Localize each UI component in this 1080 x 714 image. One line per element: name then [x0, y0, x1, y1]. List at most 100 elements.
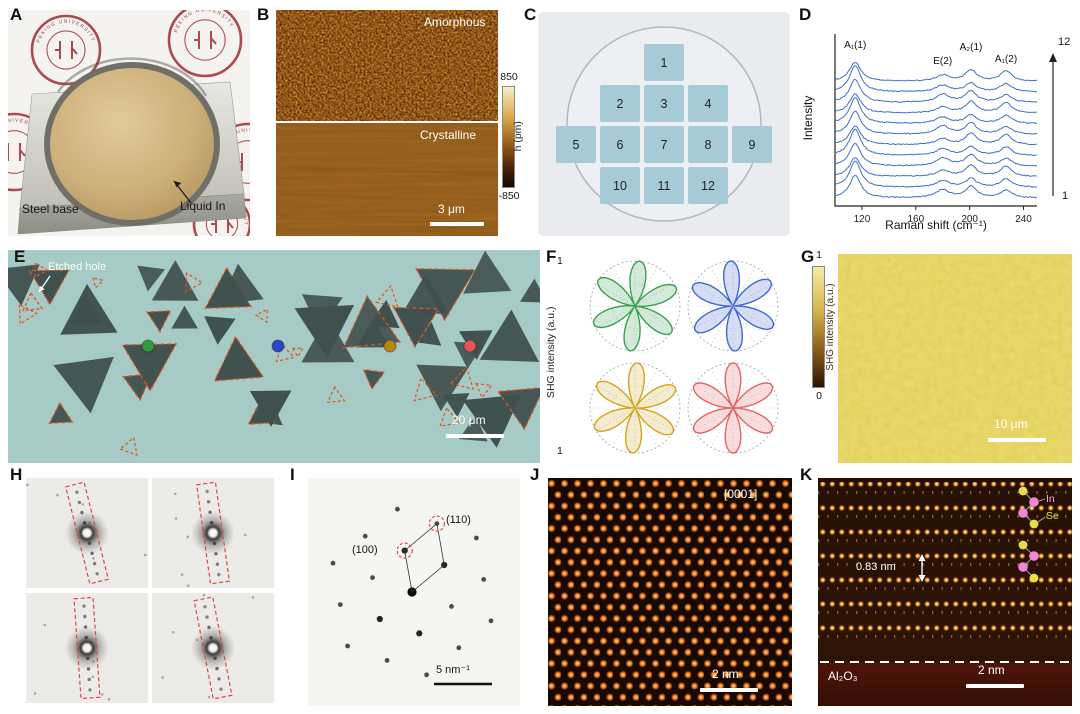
panel-label-c: C: [524, 5, 537, 24]
liquid-indium: [50, 68, 214, 220]
scale-bar-b-label: 3 μm: [438, 202, 465, 216]
scale-bar-b: [430, 222, 484, 226]
svg-text:E(2): E(2): [933, 56, 952, 67]
panel-label-f: F: [546, 247, 557, 266]
svg-text:A₂(1): A₂(1): [960, 42, 983, 53]
wafer-chip-12: 12: [688, 167, 728, 204]
cross-section-stem-image: [818, 478, 1072, 706]
wafer-chip-2: 2: [600, 85, 640, 122]
panel-label-d: D: [799, 5, 812, 24]
sapphire-substrate: [818, 662, 1072, 706]
wafer-chip-1: 1: [644, 44, 684, 81]
panel-label-g: G: [801, 247, 815, 266]
wafer-chip-6: 6: [600, 126, 640, 163]
diffraction-pattern-3: [26, 593, 148, 703]
crystalline-afm-image: [276, 123, 498, 236]
wafer-layout-diagram: 1 2 3 4 5 6 7 8 9 10 11 12: [538, 12, 790, 236]
svg-text:240: 240: [1015, 214, 1032, 225]
selenium-atom-label: Se: [1046, 510, 1059, 522]
steel-base-label: Steel base: [22, 202, 79, 216]
panel-b-afm-images: [276, 10, 498, 236]
zone-axis-label: [0001]: [724, 487, 758, 501]
indium-atom-label: In: [1046, 493, 1055, 505]
spot-blue: [271, 339, 285, 353]
polar-rose-blue: [691, 260, 775, 352]
polar-axis-label: SHG intensity (a.u.): [544, 306, 557, 399]
shg-colorbar-title: SHG intensity (a.u.): [825, 283, 836, 371]
svg-text:A₁(2): A₁(2): [995, 54, 1017, 65]
spectrum-index-bottom: 1: [1062, 190, 1069, 202]
svg-text:200: 200: [961, 214, 978, 225]
shg-colorbar: [812, 266, 825, 388]
diffraction-pattern-grid: [26, 478, 274, 703]
wafer-chip-10: 10: [600, 167, 640, 204]
panel-label-i: I: [290, 465, 295, 484]
optical-microscopy-image: [8, 250, 540, 463]
shg-colorbar-min: 0: [816, 390, 822, 402]
svg-text:120: 120: [854, 214, 871, 225]
in-atom: [1029, 497, 1039, 507]
scale-bar-j-label: 2 nm: [712, 667, 739, 681]
colorbar-title: h (pm): [511, 121, 524, 152]
panel-label-e: E: [14, 247, 26, 266]
scale-bar-e-label: 20 μm: [452, 413, 486, 427]
wafer-chip-3: 3: [644, 85, 684, 122]
wafer-chip-5: 5: [556, 126, 596, 163]
shg-mapping-image: [838, 254, 1072, 463]
panel-label-a: A: [10, 5, 23, 24]
inse-layers: [818, 482, 1072, 642]
polar-rose-red: [692, 362, 774, 454]
polar-rose-green: [592, 260, 678, 352]
svg-text:160: 160: [907, 214, 924, 225]
layer-spacing-arrow: [918, 554, 926, 582]
scale-bar-j: [700, 688, 758, 692]
atomic-lattice: [548, 478, 792, 706]
panel-label-b: B: [257, 5, 270, 24]
diffraction-pattern-1: [26, 478, 148, 588]
height-colorbar: [502, 86, 515, 188]
spot-100-label: (100): [352, 544, 378, 556]
colorbar-min-label: -850: [498, 190, 520, 202]
scale-bar-i-label: 5 nm⁻¹: [436, 664, 470, 676]
inse-structure-overlay: [1018, 486, 1046, 583]
svg-text:A₁(1): A₁(1): [844, 40, 866, 51]
panel-label-h: H: [10, 465, 23, 484]
raman-y-axis-label: Intensity: [801, 95, 815, 141]
shg-colorbar-max: 1: [816, 249, 822, 261]
panel-label-j: J: [530, 465, 540, 484]
scale-bar-e: [446, 434, 504, 438]
polar-rose-yellow: [593, 362, 677, 454]
diffraction-pattern-2: [152, 478, 274, 588]
scale-bar-k-label: 2 nm: [978, 663, 1005, 677]
wafer-chip-4: 4: [688, 85, 728, 122]
raman-spectra-plot: 120 160 200 240 A₁(1) E(2) A₂(1) A₁(2): [834, 34, 1057, 225]
shg-polar-plots: [589, 260, 779, 454]
wafer-chip-9: 9: [732, 126, 772, 163]
electron-diffraction-image: [308, 478, 520, 706]
amorphous-label: Amorphous: [424, 15, 486, 29]
liquid-in-label: Liquid In: [180, 199, 226, 213]
raman-x-axis-label: Raman shift (cm⁻¹): [885, 218, 987, 232]
se-atom: [1018, 486, 1028, 496]
spot-green: [141, 339, 155, 353]
spot-110-label: (110): [446, 514, 471, 526]
panel-label-k: K: [800, 465, 813, 484]
etched-hole-label: Etched hole: [48, 261, 107, 273]
spectrum-index-top: 12: [1058, 36, 1071, 48]
layer-spacing-label: 0.83 nm: [856, 561, 896, 573]
amorphous-afm-image: [276, 10, 498, 121]
wafer-chip-11: 11: [644, 167, 684, 204]
spot-red: [463, 339, 477, 353]
wafer-chip-7: 7: [644, 126, 684, 163]
diffraction-pattern-4: [152, 593, 274, 703]
polar-r-max-bottom: 1: [557, 445, 563, 457]
wafer-chip-8: 8: [688, 126, 728, 163]
crystalline-label: Crystalline: [420, 128, 477, 142]
stem-lattice-image: [548, 478, 792, 706]
scale-bar-g-label: 10 μm: [994, 417, 1028, 431]
scale-bar-k: [966, 684, 1024, 688]
polar-r-max-top: 1: [557, 255, 563, 267]
spot-yellow: [383, 339, 397, 353]
